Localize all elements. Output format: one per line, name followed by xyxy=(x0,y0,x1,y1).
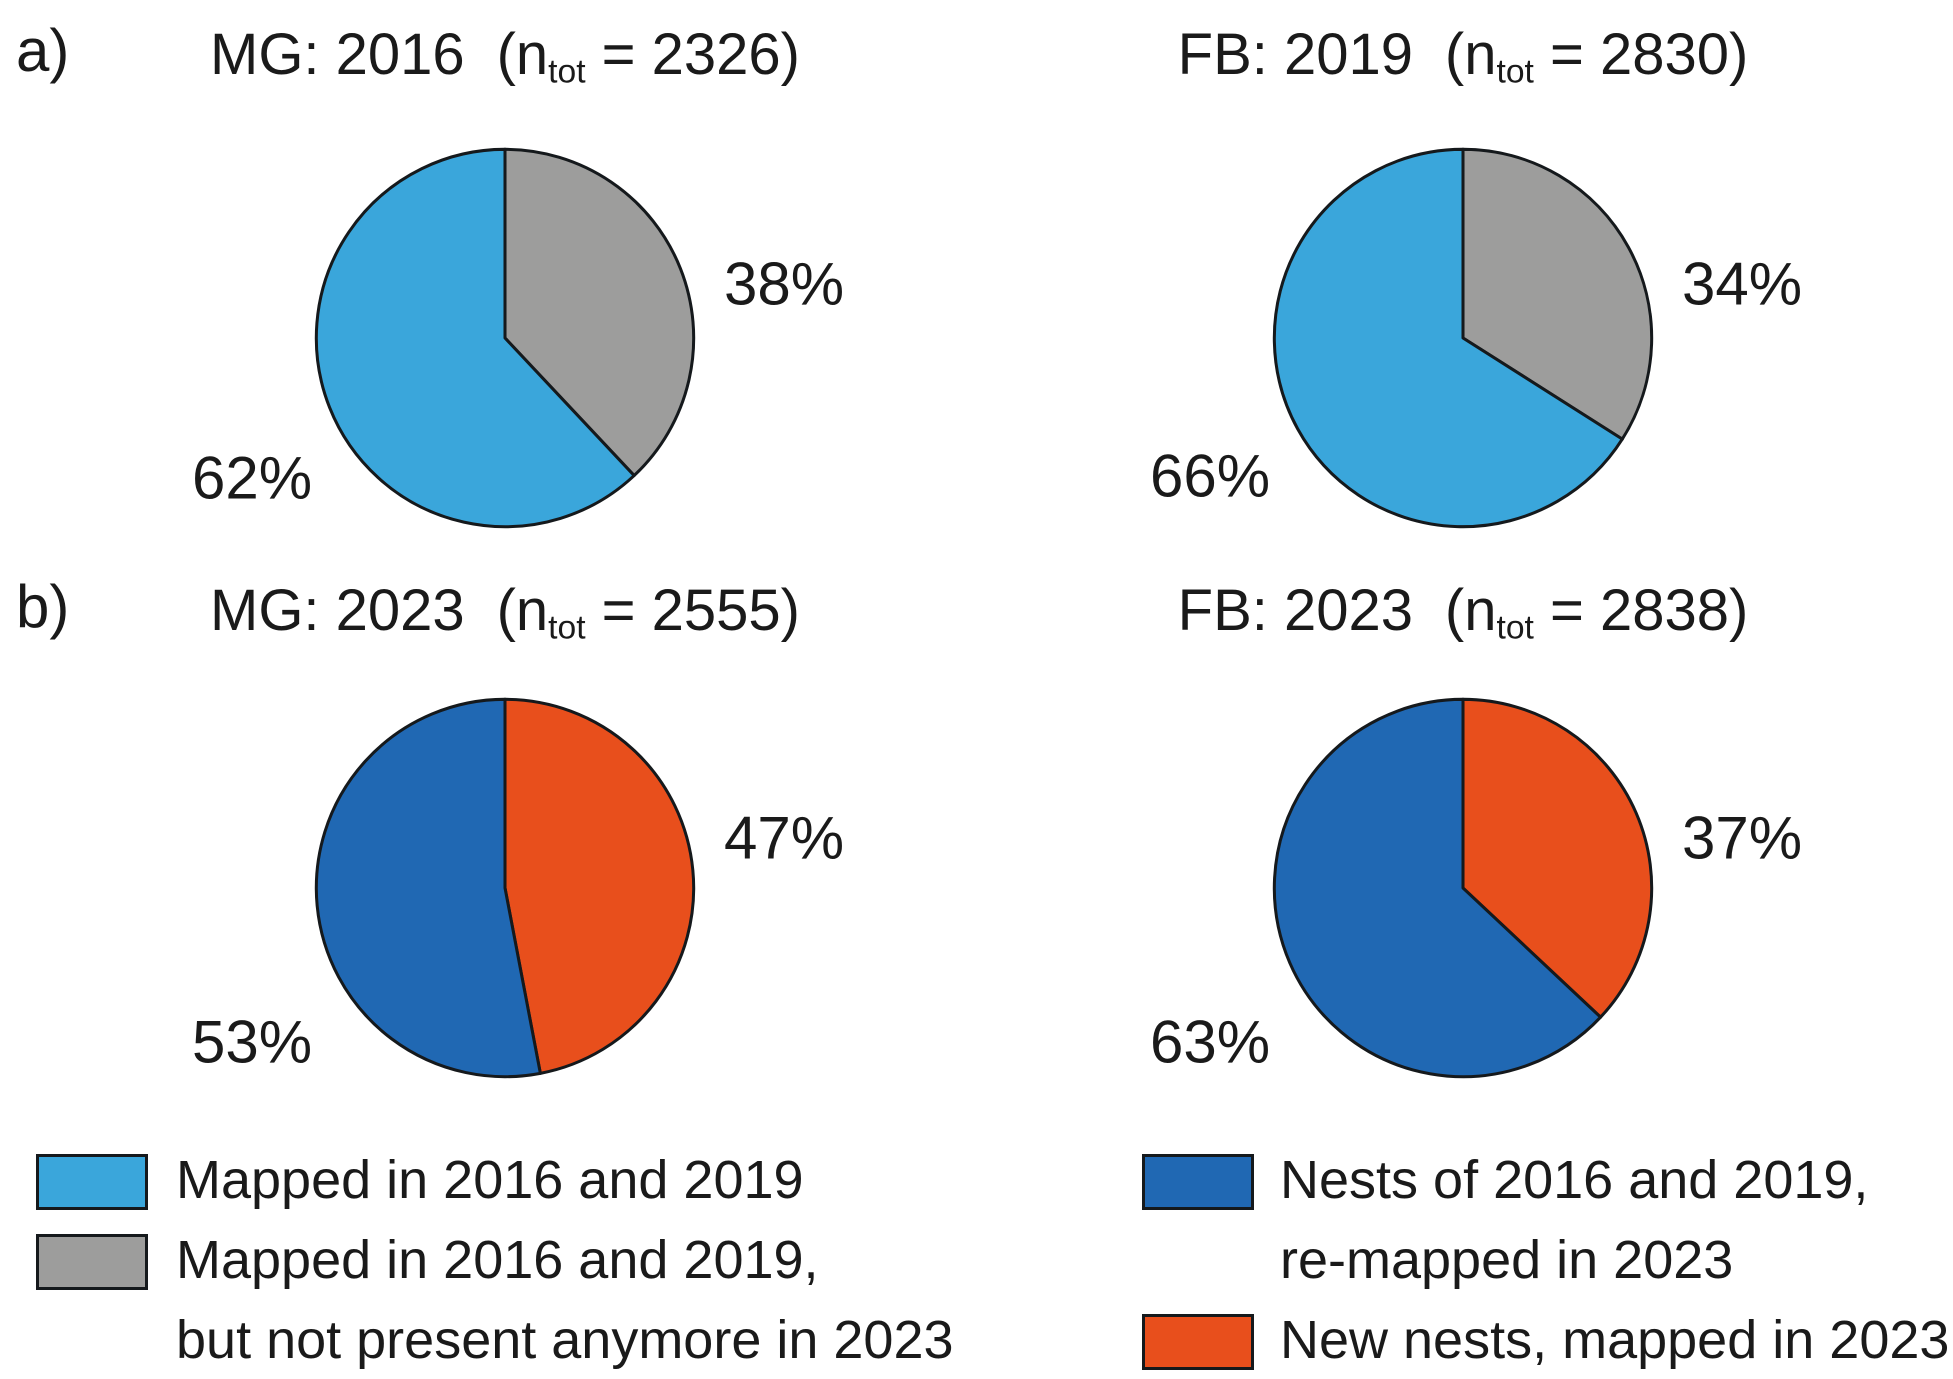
slice-label-orange: 47% xyxy=(723,804,845,872)
chart-title-mg-2016: MG: 2016 (ntot = 2326) xyxy=(210,20,800,90)
legend-label-remapped: Nests of 2016 and 2019, re-mapped in 202… xyxy=(1280,1140,1868,1300)
n-open: (n xyxy=(496,22,549,87)
chart-title-mg-2023: MG: 2023 (ntot = 2555) xyxy=(210,576,800,646)
legend-line: Mapped in 2016 and 2019 xyxy=(176,1150,804,1210)
legend-label-mapped: Mapped in 2016 and 2019 xyxy=(176,1140,804,1220)
legend-line: Nests of 2016 and 2019, xyxy=(1280,1150,1869,1210)
pie-slice xyxy=(314,697,542,1079)
chart-title-text: MG: 2023 xyxy=(210,578,465,643)
pie-slice xyxy=(314,147,636,529)
pie-slice xyxy=(503,697,696,1075)
legend-swatch-lightblue xyxy=(36,1154,148,1210)
n-value: = 2838) xyxy=(1533,578,1749,643)
panel-label-a: a) xyxy=(16,17,70,84)
pie-fb-2023 xyxy=(1272,697,1654,1079)
slice-label-lightblue: 62% xyxy=(191,444,313,512)
n-value: = 2830) xyxy=(1533,22,1749,87)
slice-label-lightblue: 66% xyxy=(1149,442,1271,510)
pie-slice xyxy=(503,147,696,478)
chart-title-text: FB: 2023 xyxy=(1177,578,1414,643)
n-subscript: tot xyxy=(548,609,586,647)
pie-fb-2019 xyxy=(1272,147,1654,529)
pie-slice xyxy=(1272,697,1603,1079)
legend-label-not-present: Mapped in 2016 and 2019, but not present… xyxy=(176,1220,954,1379)
legend-swatch-gray xyxy=(36,1234,148,1290)
chart-title-fb-2023: FB: 2023 (ntot = 2838) xyxy=(1178,576,1749,646)
n-open: (n xyxy=(496,578,549,643)
slice-label-gray: 34% xyxy=(1681,250,1803,318)
n-value: = 2555) xyxy=(585,578,800,643)
slice-label-darkblue: 53% xyxy=(191,1008,313,1076)
slice-label-darkblue: 63% xyxy=(1149,1008,1271,1076)
n-subscript: tot xyxy=(1496,53,1534,91)
chart-n-total: (ntot = 2555) xyxy=(496,578,800,647)
pie-mg-2016 xyxy=(314,147,696,529)
chart-n-total: (ntot = 2326) xyxy=(496,22,800,91)
n-subscript: tot xyxy=(548,53,586,91)
legend-line: but not present anymore in 2023 xyxy=(176,1310,954,1370)
slice-label-orange: 37% xyxy=(1681,804,1803,872)
n-subscript: tot xyxy=(1496,609,1534,647)
slice-label-gray: 38% xyxy=(723,250,845,318)
legend-swatch-orange xyxy=(1142,1314,1254,1370)
pie-slice xyxy=(1272,147,1624,529)
legend-line: Mapped in 2016 and 2019, xyxy=(176,1230,819,1290)
legend-line: New nests, mapped in 2023 xyxy=(1280,1310,1950,1370)
pie-mg-2023 xyxy=(314,697,696,1079)
legend-line: re-mapped in 2023 xyxy=(1280,1230,1734,1290)
chart-title-text: MG: 2016 xyxy=(210,22,465,87)
legend-swatch-darkblue xyxy=(1142,1154,1254,1210)
n-value: = 2326) xyxy=(585,22,800,87)
chart-title-text: FB: 2019 xyxy=(1177,22,1414,87)
panel-label-b: b) xyxy=(16,573,70,640)
chart-n-total: (ntot = 2838) xyxy=(1444,578,1749,647)
chart-title-fb-2019: FB: 2019 (ntot = 2830) xyxy=(1178,20,1749,90)
n-open: (n xyxy=(1444,22,1497,87)
chart-n-total: (ntot = 2830) xyxy=(1444,22,1749,91)
n-open: (n xyxy=(1444,578,1497,643)
pie-slice xyxy=(1461,697,1654,1019)
legend-label-new-nests: New nests, mapped in 2023 xyxy=(1280,1300,1949,1379)
